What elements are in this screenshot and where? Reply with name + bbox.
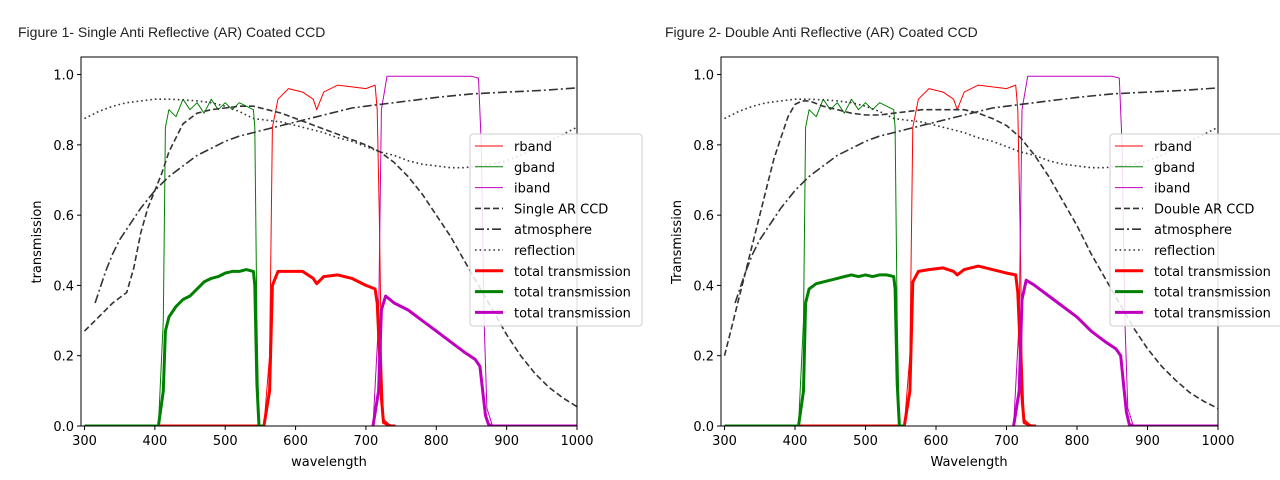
x-tick-label: 900: [494, 434, 519, 449]
legend: rband gband iband Single AR CCD atmosphere re…: [469, 133, 643, 327]
legend-box: [469, 133, 643, 327]
x-tick-label: 400: [783, 434, 808, 449]
y-tick-label: 0.8: [693, 139, 714, 154]
y-tick-label: 0.4: [693, 279, 714, 294]
y-axis-label: transmission: [30, 200, 45, 283]
legend-entry: gband: [514, 161, 555, 176]
x-tick-label: 700: [994, 434, 1019, 449]
series-line-4: [94, 87, 577, 304]
legend-entry: total transmission: [1154, 286, 1271, 301]
x-tick-label: 900: [1135, 434, 1160, 449]
series-line-1: [84, 98, 577, 426]
series-line-8: [371, 294, 577, 426]
x-tick-label: 400: [142, 434, 167, 449]
legend-entry: total transmission: [1154, 265, 1271, 280]
series-line-7: [724, 273, 905, 426]
legend-entry: total transmission: [514, 286, 631, 301]
legend-entry: iband: [514, 182, 550, 197]
x-tick-label: 300: [712, 434, 737, 449]
chart-panel-single-ar: Figure 1- Single Anti Reflective (AR) Co…: [18, 24, 643, 470]
chart-title: Figure 2- Double Anti Reflective (AR) Co…: [665, 24, 978, 40]
series-line-4: [734, 87, 1218, 304]
x-tick-label: 800: [1065, 434, 1090, 449]
x-tick-label: 1000: [1201, 434, 1234, 449]
chart-panel-double-ar: Figure 2- Double Anti Reflective (AR) Co…: [665, 24, 1280, 470]
y-tick-label: 0.2: [693, 350, 714, 365]
x-tick-label: 600: [924, 434, 949, 449]
legend-entry: total transmission: [514, 265, 631, 280]
series-line-8: [1012, 278, 1218, 426]
legend-entry: rband: [1154, 140, 1192, 155]
x-tick-label: 800: [424, 434, 449, 449]
y-tick-label: 0.2: [53, 350, 74, 365]
legend-entry: total transmission: [1154, 306, 1271, 321]
x-tick-label: 500: [213, 434, 238, 449]
legend-entry: atmosphere: [1154, 223, 1232, 238]
axis-ticks: 300 400 500 600 700 800 900 1000 0.0 0.2 0.4 0.6 0.8…: [53, 69, 593, 449]
y-tick-label: 0.6: [693, 209, 714, 224]
legend-entry: Single AR CCD: [514, 202, 608, 217]
series-line-6: [84, 269, 396, 426]
legend-entry: reflection: [514, 244, 575, 259]
chart-title: Figure 1- Single Anti Reflective (AR) Co…: [18, 24, 325, 40]
legend-entry: reflection: [1154, 244, 1215, 259]
series-line-6: [724, 264, 1037, 426]
x-tick-label: 500: [853, 434, 878, 449]
y-tick-label: 0.0: [53, 420, 74, 435]
series-line-1: [724, 98, 1218, 426]
y-tick-label: 1.0: [53, 69, 74, 84]
y-tick-label: 0.6: [53, 209, 74, 224]
x-tick-label: 700: [354, 434, 379, 449]
y-tick-label: 0.4: [53, 279, 74, 294]
legend: rband gband iband Double AR CCD atmosphere re…: [1109, 133, 1280, 327]
legend-entry: rband: [514, 140, 552, 155]
x-tick-label: 1000: [560, 434, 593, 449]
legend-entry: Double AR CCD: [1154, 202, 1254, 217]
y-tick-label: 0.8: [53, 139, 74, 154]
legend-entry: total transmission: [514, 306, 631, 321]
y-tick-label: 1.0: [693, 69, 714, 84]
x-axis-label: Wavelength: [930, 455, 1007, 470]
y-axis-label: Transmission: [670, 200, 685, 285]
axis-ticks: 300 400 500 600 700 800 900 1000 0.0 0.2 0.4 0.6 0.8…: [693, 69, 1234, 449]
legend-entry: atmosphere: [514, 223, 592, 238]
legend-entry: iband: [1154, 182, 1190, 197]
y-tick-label: 0.0: [693, 420, 714, 435]
x-axis-label: wavelength: [291, 455, 367, 470]
x-tick-label: 300: [72, 434, 97, 449]
x-tick-label: 600: [283, 434, 308, 449]
legend-box: [1109, 133, 1280, 327]
series-line-7: [84, 268, 264, 426]
legend-entry: gband: [1154, 161, 1195, 176]
